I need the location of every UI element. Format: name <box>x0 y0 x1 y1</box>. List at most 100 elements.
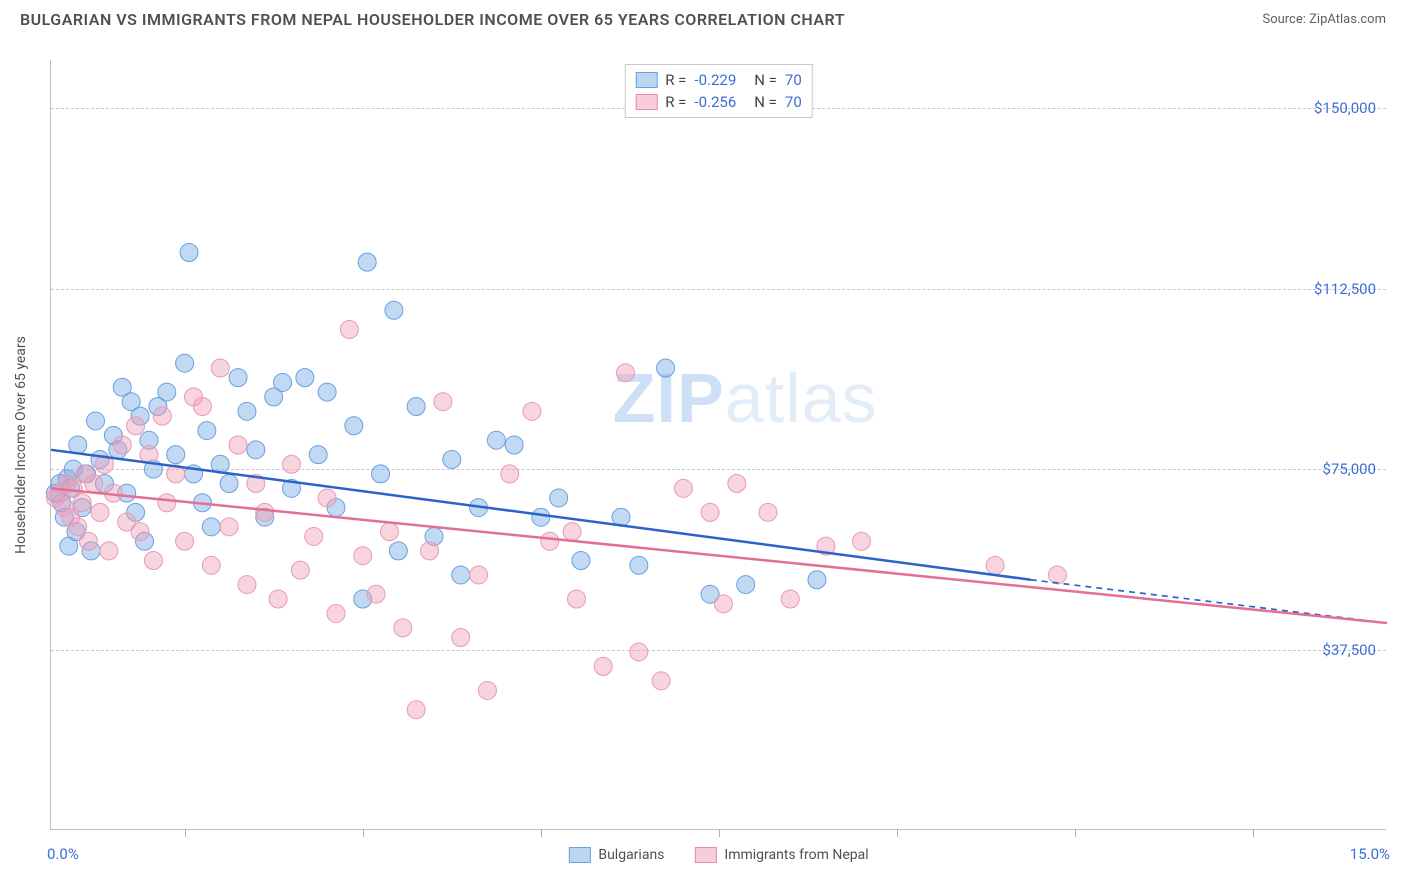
point-bulgarians <box>274 373 292 391</box>
point-nepal <box>340 321 358 339</box>
point-bulgarians <box>550 489 568 507</box>
point-nepal <box>714 595 732 613</box>
point-bulgarians <box>238 402 256 420</box>
swatch-bulgarians-icon <box>568 847 590 863</box>
point-nepal <box>127 417 145 435</box>
scatter-svg <box>51 60 1386 829</box>
legend-item-nepal: Immigrants from Nepal <box>694 847 868 863</box>
point-nepal <box>523 402 541 420</box>
r-value-nepal: -0.256 <box>694 93 736 111</box>
point-nepal <box>176 532 194 550</box>
point-nepal <box>113 436 131 454</box>
point-nepal <box>144 552 162 570</box>
point-bulgarians <box>296 369 314 387</box>
point-nepal <box>652 672 670 690</box>
point-nepal <box>421 542 439 560</box>
point-nepal <box>100 542 118 560</box>
point-bulgarians <box>657 359 675 377</box>
point-nepal <box>1048 566 1066 584</box>
point-bulgarians <box>452 566 470 584</box>
n-label: N = <box>754 93 777 111</box>
x-max-label: 15.0% <box>1350 845 1390 863</box>
point-bulgarians <box>180 244 198 262</box>
point-nepal <box>478 681 496 699</box>
point-nepal <box>701 503 719 521</box>
x-tick <box>541 829 542 837</box>
point-nepal <box>318 489 336 507</box>
point-bulgarians <box>737 576 755 594</box>
point-nepal <box>470 566 488 584</box>
x-tick <box>363 829 364 837</box>
point-nepal <box>501 465 519 483</box>
header: BULGARIAN VS IMMIGRANTS FROM NEPAL HOUSE… <box>0 0 1406 35</box>
point-nepal <box>541 532 559 550</box>
point-nepal <box>305 527 323 545</box>
y-axis-title: Householder Income Over 65 years <box>13 336 29 554</box>
point-nepal <box>781 590 799 608</box>
point-bulgarians <box>87 412 105 430</box>
point-bulgarians <box>229 369 247 387</box>
point-nepal <box>153 407 171 425</box>
point-bulgarians <box>505 436 523 454</box>
point-nepal <box>986 556 1004 574</box>
point-nepal <box>85 475 103 493</box>
point-nepal <box>269 590 287 608</box>
point-bulgarians <box>247 441 265 459</box>
point-bulgarians <box>372 465 390 483</box>
point-bulgarians <box>158 383 176 401</box>
legend-item-bulgarians: Bulgarians <box>568 847 664 863</box>
point-bulgarians <box>407 398 425 416</box>
r-value-bulgarians: -0.229 <box>694 71 736 89</box>
legend-row-bulgarians: R = -0.229 N = 70 <box>635 69 802 91</box>
point-nepal <box>567 590 585 608</box>
point-bulgarians <box>487 431 505 449</box>
legend-row-nepal: R = -0.256 N = 70 <box>635 91 802 113</box>
x-tick <box>897 829 898 837</box>
point-nepal <box>256 503 274 521</box>
point-nepal <box>380 523 398 541</box>
point-bulgarians <box>389 542 407 560</box>
point-bulgarians <box>443 450 461 468</box>
point-nepal <box>220 518 238 536</box>
point-nepal <box>853 532 871 550</box>
point-bulgarians <box>345 417 363 435</box>
point-nepal <box>131 523 149 541</box>
point-nepal <box>211 359 229 377</box>
point-nepal <box>674 479 692 497</box>
point-nepal <box>158 494 176 512</box>
point-bulgarians <box>318 383 336 401</box>
point-nepal <box>367 585 385 603</box>
point-nepal <box>394 619 412 637</box>
point-bulgarians <box>167 446 185 464</box>
point-nepal <box>291 561 309 579</box>
correlation-legend: R = -0.229 N = 70 R = -0.256 N = 70 <box>624 64 813 118</box>
x-tick <box>719 829 720 837</box>
r-label: R = <box>665 71 686 89</box>
plot-area: Householder Income Over 65 years ZIPatla… <box>50 60 1386 830</box>
swatch-nepal <box>635 94 657 110</box>
point-nepal <box>327 604 345 622</box>
x-tick <box>1253 829 1254 837</box>
swatch-nepal-icon <box>694 847 716 863</box>
point-bulgarians <box>385 301 403 319</box>
legend-label-nepal: Immigrants from Nepal <box>724 847 868 863</box>
n-value-nepal: 70 <box>785 93 802 111</box>
point-bulgarians <box>220 475 238 493</box>
x-tick <box>185 829 186 837</box>
point-bulgarians <box>532 508 550 526</box>
point-nepal <box>79 532 97 550</box>
swatch-bulgarians <box>635 72 657 88</box>
n-label: N = <box>754 71 777 89</box>
point-nepal <box>229 436 247 454</box>
point-nepal <box>630 643 648 661</box>
point-bulgarians <box>808 571 826 589</box>
source-label: Source: ZipAtlas.com <box>1262 12 1386 27</box>
point-nepal <box>193 398 211 416</box>
regression-line-bulgarians <box>51 450 1031 580</box>
x-min-label: 0.0% <box>47 845 79 863</box>
point-nepal <box>452 629 470 647</box>
point-nepal <box>594 657 612 675</box>
point-nepal <box>238 576 256 594</box>
x-tick <box>1075 829 1076 837</box>
point-nepal <box>616 364 634 382</box>
